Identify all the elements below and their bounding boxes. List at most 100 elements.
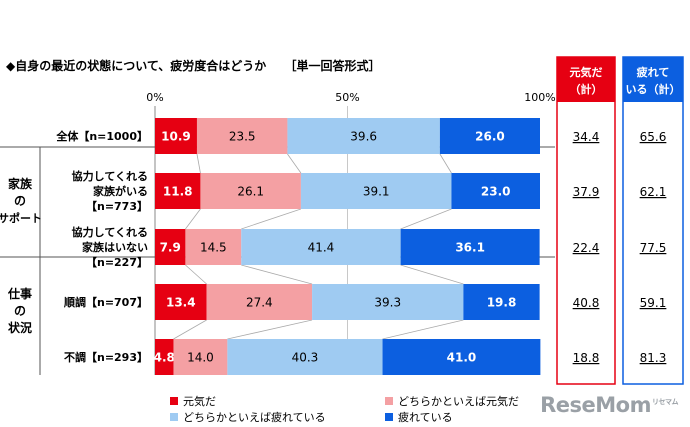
bar-segment <box>173 339 228 375</box>
data-label: 10.9 <box>161 130 191 144</box>
tsukare-total-value: 62.1 <box>640 185 667 199</box>
row-label: 不調【n=293】 <box>64 350 148 364</box>
legend-swatch <box>170 397 178 405</box>
legend-swatch <box>170 413 178 421</box>
legend-swatch <box>385 397 393 405</box>
tsukare-header-label: 疲れて <box>637 65 670 79</box>
connector-line <box>185 264 207 285</box>
connector-line <box>400 208 452 230</box>
legend-label: どちらかといえば元気だ <box>398 394 519 408</box>
genki-total-box <box>556 56 616 385</box>
row-label: 家族がいる <box>93 184 148 198</box>
genki-total-value: 22.4 <box>573 241 600 255</box>
axis-tick-label: 0% <box>146 91 163 104</box>
data-label: 26.1 <box>237 185 264 199</box>
connector-line <box>196 153 201 174</box>
group-label-work: の <box>14 304 26 318</box>
bar-segment <box>155 284 207 320</box>
legend-label: 元気だ <box>183 394 216 408</box>
logo-text: ReseMom <box>540 393 651 417</box>
data-label: 36.1 <box>455 241 485 255</box>
connector-line <box>439 153 452 174</box>
connector-line <box>173 319 207 340</box>
genki-total-value: 37.9 <box>573 185 600 199</box>
row-label: 協力してくれる <box>72 169 148 183</box>
bar-segment <box>200 173 301 209</box>
legend-label: 疲れている <box>398 410 453 424</box>
bar-segment <box>155 118 197 154</box>
tsukare-total-value: 59.1 <box>640 296 667 310</box>
bar-segment <box>312 284 464 320</box>
row-label: 家族はいない <box>82 240 148 254</box>
data-label: 39.6 <box>350 130 377 144</box>
bar-segment <box>155 229 186 265</box>
data-label: 41.4 <box>308 241 335 255</box>
resemom-logo: ReseMomリセマム <box>540 393 678 417</box>
bar-segment <box>287 118 440 154</box>
genki-header-label: 元気だ <box>570 65 603 79</box>
bar-segment <box>196 118 288 154</box>
bar-segment <box>451 173 540 209</box>
data-label: 26.0 <box>475 130 505 144</box>
data-label: 11.8 <box>163 185 193 199</box>
data-label: 39.1 <box>363 185 390 199</box>
bar-segment <box>241 229 401 265</box>
row-label: 全体【n=1000】 <box>55 129 148 143</box>
data-label: 27.4 <box>246 296 273 310</box>
genki-total-value: 18.8 <box>573 351 600 365</box>
connector-line <box>185 208 201 230</box>
bar-segment <box>185 229 242 265</box>
connector-line <box>400 264 464 285</box>
bar-segment <box>382 339 541 375</box>
bar-segment <box>400 229 540 265</box>
row-label: 【n=773】 <box>86 200 148 213</box>
data-label: 4.8 <box>154 351 175 365</box>
genki-total-value: 40.8 <box>573 296 600 310</box>
axis-tick-label: 100% <box>524 91 555 104</box>
genki-total-value: 34.4 <box>573 130 600 144</box>
axis-tick-label: 50% <box>335 91 359 104</box>
connector-line <box>227 319 313 340</box>
data-label: 13.4 <box>166 296 196 310</box>
legend-label: どちらかといえば疲れている <box>183 410 326 424</box>
bar-segment <box>155 339 174 375</box>
connector-line <box>241 208 302 230</box>
data-label: 39.3 <box>374 296 401 310</box>
tsukare-total-box <box>622 56 684 385</box>
data-label: 14.0 <box>187 351 214 365</box>
data-label: 23.0 <box>481 185 511 199</box>
bar-segment <box>155 173 201 209</box>
legend-swatch <box>385 413 393 421</box>
subtitle-text: ［単一回答形式］ <box>284 59 381 73</box>
connector-line <box>287 153 302 174</box>
row-label: 協力してくれる <box>72 225 148 239</box>
bar-segment <box>463 284 540 320</box>
genki-header <box>557 57 615 102</box>
tsukare-total-value: 65.6 <box>640 130 667 144</box>
group-label-family: の <box>14 194 26 208</box>
connector-line <box>382 319 464 340</box>
logo-subtext: リセマム <box>652 398 679 406</box>
data-label: 41.0 <box>447 351 477 365</box>
row-label: 順調【n=707】 <box>64 295 148 309</box>
data-label: 23.5 <box>229 130 256 144</box>
connector-line <box>241 264 313 285</box>
data-label: 19.8 <box>487 296 517 310</box>
title-text: ◆自身の最近の状態について、疲労度合はどうか <box>6 59 267 73</box>
group-label-family: 家族 <box>8 176 33 191</box>
data-label: 40.3 <box>292 351 319 365</box>
bar-segment <box>206 284 313 320</box>
group-label-work: 状況 <box>8 320 32 335</box>
bar-segment <box>227 339 383 375</box>
tsukare-total-value: 81.3 <box>640 351 667 365</box>
tsukare-total-value: 77.5 <box>640 241 667 255</box>
row-label: 【n=227】 <box>86 256 148 269</box>
group-label-work: 仕事 <box>7 286 32 301</box>
tsukare-header-label: いる（計） <box>626 82 681 96</box>
chart-title: ◆自身の最近の状態について、疲労度合はどうか ［単一回答形式］ <box>6 57 380 74</box>
data-label: 7.9 <box>160 241 181 255</box>
data-label: 14.5 <box>200 241 227 255</box>
genki-header-label: （計） <box>570 82 603 96</box>
bar-segment <box>439 118 540 154</box>
